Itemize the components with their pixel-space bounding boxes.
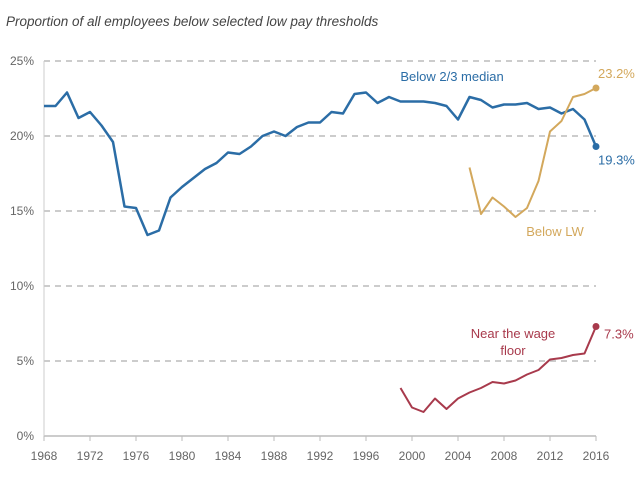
series-label: Below LW <box>526 224 584 239</box>
y-tick-label: 0% <box>17 429 35 443</box>
end-value-label: 7.3% <box>604 327 634 342</box>
x-tick-label: 1984 <box>215 449 242 463</box>
data-point <box>592 84 600 92</box>
chart-title: Proportion of all employees below select… <box>6 14 379 29</box>
y-tick-label: 15% <box>10 204 34 218</box>
x-tick-label: 1980 <box>169 449 196 463</box>
data-point <box>592 323 600 330</box>
end-value-label: 23.2% <box>598 66 635 81</box>
x-tick-label: 2000 <box>399 449 426 463</box>
series-label: Near the wage <box>471 326 556 341</box>
x-tick-label: 2004 <box>445 449 472 463</box>
x-tick-label: 1968 <box>31 449 58 463</box>
x-tick-label: 1988 <box>261 449 288 463</box>
x-tick-label: 1996 <box>353 449 380 463</box>
series-line <box>468 87 597 218</box>
series-line <box>399 326 597 413</box>
x-tick-label: 1972 <box>77 449 104 463</box>
data-point <box>592 143 600 150</box>
y-tick-label: 20% <box>10 129 34 143</box>
x-tick-label: 2016 <box>583 449 610 463</box>
x-tick-label: 1992 <box>307 449 334 463</box>
y-tick-label: 10% <box>10 279 34 293</box>
x-tick-label: 1976 <box>123 449 150 463</box>
series-label: floor <box>500 343 526 358</box>
end-value-label: 19.3% <box>598 153 635 168</box>
y-tick-label: 25% <box>10 54 34 68</box>
x-tick-label: 2008 <box>491 449 518 463</box>
x-tick-label: 2012 <box>537 449 564 463</box>
y-tick-label: 5% <box>17 354 35 368</box>
series-line <box>44 91 598 237</box>
series-label: Below 2/3 median <box>400 69 503 84</box>
